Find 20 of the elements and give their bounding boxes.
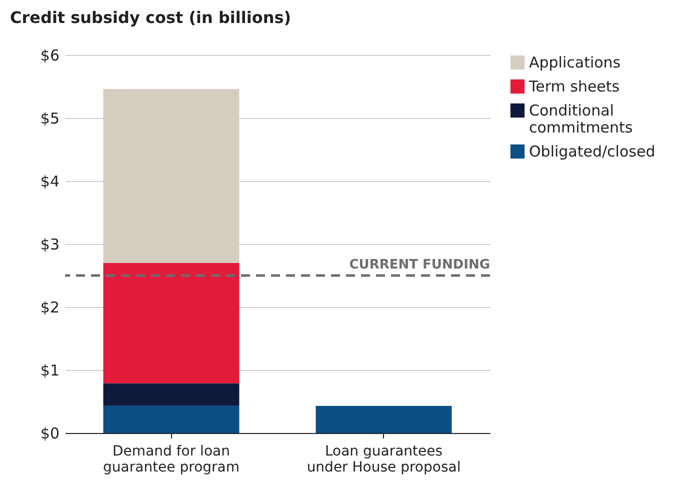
- legend-label: Term sheets: [528, 78, 620, 96]
- chart-title: Credit subsidy cost (in billions): [10, 8, 292, 27]
- y-tick-label: $5: [40, 110, 60, 128]
- ref-line-label: CURRENT FUNDING: [349, 258, 490, 272]
- y-tick-label: $3: [40, 236, 60, 254]
- bar: [103, 262, 240, 384]
- legend-label: Obligated/closed: [529, 142, 656, 160]
- bar: [103, 383, 240, 406]
- bar: [103, 406, 240, 433]
- legend-label: Applications: [529, 54, 621, 72]
- y-tick-label: $2: [40, 298, 60, 316]
- y-tick-label: $6: [40, 46, 60, 64]
- y-tick-label: $1: [40, 362, 60, 380]
- x-tick-label: Demand for loan guarantee program: [103, 444, 240, 476]
- y-tick-label: $0: [40, 424, 60, 442]
- y-tick-label: $4: [40, 172, 60, 190]
- legend-label: Conditional commitments: [529, 102, 633, 136]
- bar: [316, 406, 452, 433]
- x-tick-label: Loan guarantees under House proposal: [306, 444, 461, 476]
- bar: [103, 89, 240, 263]
